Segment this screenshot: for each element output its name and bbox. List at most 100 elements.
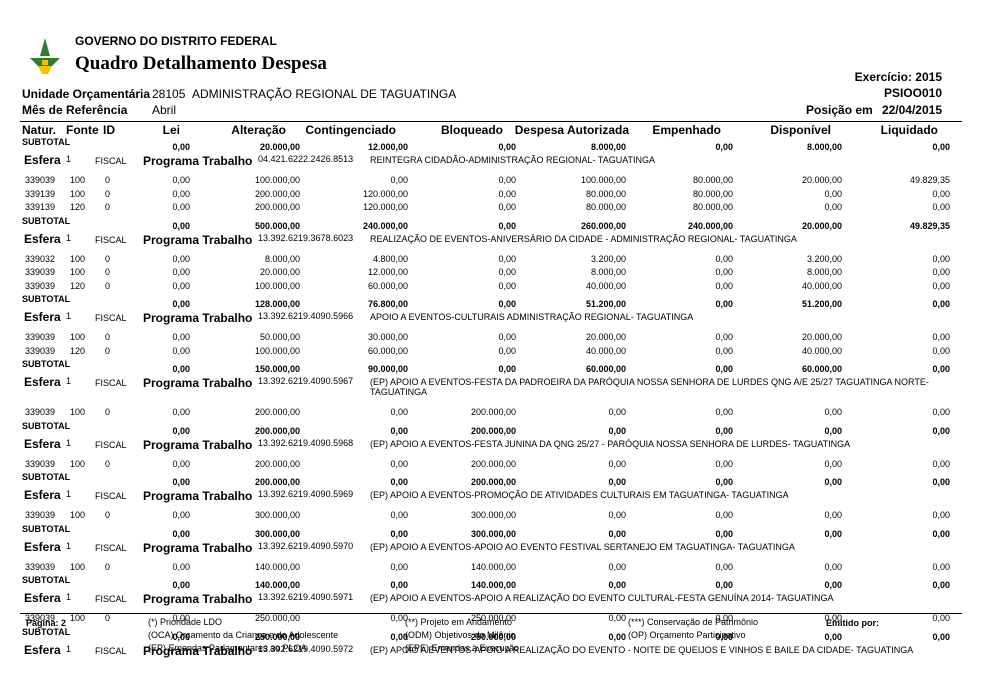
- subtotal-value: 0,00: [498, 364, 516, 374]
- id: 0: [105, 458, 111, 469]
- subtotal-value: 8.000,00: [806, 142, 842, 152]
- subtotal-value: 0,00: [172, 364, 190, 374]
- natureza: 339039: [25, 561, 56, 572]
- unit-label: Unidade Orçamentária: [22, 87, 151, 101]
- item-value: 3.200,00: [806, 253, 842, 264]
- item-value: 0,00: [498, 188, 516, 199]
- subtotal-value: 51.200,00: [801, 299, 842, 309]
- item-value: 0,00: [932, 253, 950, 264]
- item-value: 100.000,00: [254, 175, 300, 185]
- subtotal-value: 0,00: [932, 142, 950, 152]
- position-label: Posição em: [806, 103, 873, 117]
- item-value: 0,00: [390, 407, 408, 417]
- subtotal-value: 0,00: [932, 631, 950, 642]
- item-value: 0,00: [715, 345, 733, 356]
- subtotal-value: 0,00: [498, 142, 516, 152]
- esfera-label: Esfera: [24, 642, 61, 657]
- item-value: 8.000,00: [590, 267, 626, 277]
- item-value: 20.000,00: [259, 267, 300, 277]
- fonte: 100: [70, 267, 86, 277]
- subtotal-value: 0,00: [715, 528, 733, 539]
- item-value: 0,00: [172, 175, 190, 185]
- item-value: 200.000,00: [254, 202, 300, 212]
- item-value: 60.000,00: [367, 280, 408, 291]
- legend-note: (OP) Orçamento Participativo: [628, 630, 746, 640]
- footer-rule: [20, 613, 962, 614]
- item-value: 100.000,00: [254, 280, 300, 291]
- item-value: 0,00: [932, 267, 950, 277]
- id: 0: [105, 267, 111, 277]
- id: 0: [105, 280, 111, 291]
- natureza: 339039: [25, 332, 56, 342]
- fonte: 100: [70, 332, 86, 342]
- item-value: 250.000,00: [254, 613, 300, 623]
- fonte: 100: [70, 458, 86, 469]
- column-header: Fonte: [66, 123, 99, 137]
- item-value: 0,00: [498, 175, 516, 185]
- item-value: 0,00: [715, 267, 733, 277]
- item-value: 0,00: [715, 458, 733, 469]
- subtotal-value: 0,00: [715, 477, 733, 487]
- program-description: (EP) APOIO A EVENTOS-APOIO A REALIZAÇÃO …: [370, 644, 914, 655]
- esfera-label: Esfera: [24, 310, 61, 324]
- item-value: 0,00: [390, 561, 408, 572]
- esfera-label: Esfera: [24, 539, 61, 554]
- esfera-label: Esfera: [24, 231, 61, 246]
- subtotal-value: 0,00: [715, 142, 733, 152]
- subtotal-value: 0,00: [390, 425, 408, 436]
- legend-note: (EP) Emendas Parlamentares ao PLOA: [148, 643, 307, 653]
- item-value: 0,00: [824, 407, 842, 417]
- subtotal-label: SUBTOTAL: [22, 523, 71, 534]
- program-code: 13.392.6219.3678.6023: [258, 232, 354, 243]
- legend-note: (EPE) Emendas à Execução: [405, 643, 520, 653]
- item-value: 0,00: [172, 561, 190, 572]
- program-code: 13.392.6219.4090.5972: [258, 643, 354, 654]
- item-value: 80.000,00: [585, 202, 626, 212]
- item-value: 120.000,00: [362, 202, 408, 212]
- esfera-label: Esfera: [24, 488, 61, 502]
- item-value: 0,00: [715, 613, 733, 623]
- item-value: 0,00: [390, 613, 408, 623]
- item-value: 0,00: [715, 332, 733, 342]
- esfera-number: 1: [66, 592, 72, 602]
- item-value: 0,00: [498, 267, 516, 277]
- natureza: 339039: [25, 510, 56, 520]
- item-value: 0,00: [172, 188, 190, 199]
- subtotal-value: 140.000,00: [470, 580, 516, 590]
- item-value: 200.000,00: [254, 458, 300, 469]
- program-description: REALIZAÇÃO DE EVENTOS-ANIVERSÁRIO DA CID…: [370, 233, 797, 244]
- esfera-label: Esfera: [24, 436, 61, 451]
- month-label: Mês de Referência: [22, 103, 128, 117]
- program-label: Programa Trabalho: [143, 154, 253, 168]
- item-value: 300.000,00: [254, 510, 300, 520]
- program-code: 13.392.6219.4090.5968: [258, 437, 354, 448]
- subtotal-value: 0,00: [932, 299, 950, 309]
- unit-name: ADMINISTRAÇÃO REGIONAL DE TAGUATINGA: [192, 87, 457, 101]
- legend-note: (**) Projeto em Andamento: [405, 617, 513, 627]
- program-description: (EP) APOIO A EVENTOS-APOIO A REALIZAÇÃO …: [370, 593, 834, 603]
- column-header: Alteração: [231, 123, 286, 137]
- program-description: (EP) APOIO A EVENTOS-FESTA JUNINA DA QNG…: [370, 438, 851, 449]
- legend-note: (*) Prioridade LDO: [148, 617, 223, 627]
- item-value: 0,00: [498, 202, 516, 212]
- item-value: 0,00: [932, 561, 950, 572]
- subtotal-value: 200.000,00: [470, 477, 516, 487]
- column-header: Empenhado: [652, 123, 721, 137]
- item-value: 0,00: [932, 202, 950, 212]
- id: 0: [105, 188, 111, 199]
- subtotal-value: 250.000,00: [470, 631, 516, 642]
- subtotal-value: 20.000,00: [801, 220, 842, 231]
- subtotal-value: 0,00: [824, 631, 842, 642]
- id: 0: [105, 175, 111, 185]
- program-code: 13.392.6219.4090.5971: [258, 592, 354, 602]
- legend-note: (ODM) Objetivos do Milênio: [405, 630, 516, 640]
- program-label: Programa Trabalho: [143, 232, 253, 247]
- subtotal-value: 0,00: [172, 580, 190, 590]
- natureza: 339032: [25, 253, 56, 264]
- subtotal-value: 300.000,00: [254, 528, 300, 539]
- subtotal-value: 0,00: [390, 580, 408, 590]
- item-value: 60.000,00: [367, 345, 408, 356]
- subtotal-value: 0,00: [172, 528, 190, 539]
- id: 0: [105, 253, 111, 264]
- subtotal-value: 0,00: [715, 631, 733, 642]
